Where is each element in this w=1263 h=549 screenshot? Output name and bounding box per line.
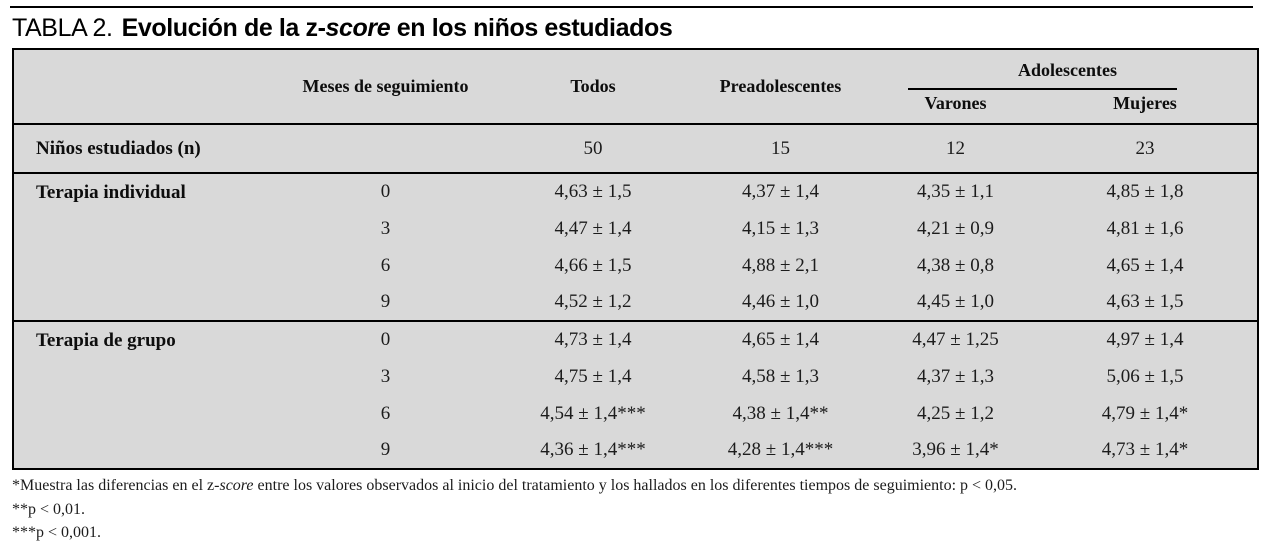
cell-meses: 6	[380, 402, 391, 424]
col-header-meses: Meses de seguimiento	[302, 76, 469, 96]
footnote-3: ***p < 0,001.	[12, 524, 102, 541]
cell-todos: 4,63 ± 1,5	[554, 181, 632, 202]
header-row-sub: Varones Mujeres	[13, 91, 1258, 124]
col-header-todos: Todos	[570, 76, 616, 96]
cell-todos: 4,47 ± 1,4	[554, 217, 632, 239]
cell-mujeres: 4,73 ± 1,4*	[1101, 439, 1189, 460]
table-number-label: TABLA 2.	[12, 14, 113, 42]
cell-varones: 4,47 ± 1,25	[912, 329, 999, 350]
col-header-adolescentes: Adolescentes	[878, 49, 1258, 91]
table-row: 9 4,36 ± 1,4*** 4,28 ± 1,4*** 3,96 ± 1,4…	[13, 432, 1258, 469]
cell-preadolescentes: 4,88 ± 2,1	[742, 254, 819, 276]
col-header-varones: Varones	[924, 93, 987, 113]
cell-meses: 6	[380, 254, 391, 276]
cell-preadolescentes: 15	[771, 137, 790, 159]
table-body: Niños estudiados (n) 50 15 12 23 Terapia…	[13, 124, 1258, 469]
cell-varones: 4,21 ± 0,9	[917, 217, 994, 239]
table-row: Terapia individual 0 4,63 ± 1,5 4,37 ± 1…	[13, 173, 1258, 210]
table-row: Terapia de grupo 0 4,73 ± 1,4 4,65 ± 1,4…	[13, 321, 1258, 358]
table-caption: Evolución de la z-score en los niños est…	[121, 14, 673, 42]
cell-preadolescentes: 4,28 ± 1,4***	[727, 439, 834, 460]
cell-varones: 4,35 ± 1,1	[917, 181, 994, 202]
cell-todos: 4,54 ± 1,4***	[540, 402, 646, 424]
table-row: 9 4,52 ± 1,2 4,46 ± 1,0 4,45 ± 1,0 4,63 …	[13, 284, 1258, 321]
table-header: Meses de seguimiento Todos Preadolescent…	[13, 49, 1258, 124]
adolescentes-underline	[908, 88, 1177, 90]
cell-meses: 9	[380, 291, 391, 312]
table-row: 6 4,66 ± 1,5 4,88 ± 2,1 4,38 ± 0,8 4,65 …	[13, 247, 1258, 284]
header-empty-cell	[13, 49, 268, 124]
cell-mujeres: 4,65 ± 1,4	[1106, 254, 1184, 276]
footnote-2: **p < 0,01.	[12, 500, 86, 518]
cell-mujeres: 4,81 ± 1,6	[1106, 217, 1184, 239]
table-title: TABLA 2. Evolución de la z-score en los n…	[12, 14, 673, 43]
cell-preadolescentes: 4,38 ± 1,4**	[732, 402, 829, 424]
col-header-mujeres: Mujeres	[1113, 93, 1177, 113]
cell-meses: 0	[380, 329, 391, 350]
cell-meses: 3	[380, 365, 391, 387]
cell-preadolescentes: 4,65 ± 1,4	[742, 329, 819, 350]
cell-todos: 50	[583, 137, 603, 159]
adolescentes-label: Adolescentes	[1018, 60, 1117, 80]
row-label: Niños estudiados (n)	[36, 137, 201, 159]
table-wrapper: Meses de seguimiento Todos Preadolescent…	[12, 48, 1259, 470]
cell-mujeres: 4,97 ± 1,4	[1106, 329, 1184, 350]
cell-preadolescentes: 4,37 ± 1,4	[742, 181, 819, 202]
cell-todos: 4,52 ± 1,2	[554, 291, 632, 312]
top-rule	[10, 6, 1253, 8]
cell-mujeres: 4,79 ± 1,4*	[1101, 402, 1189, 424]
cell-mujeres: 4,63 ± 1,5	[1106, 291, 1184, 312]
cell-varones: 3,96 ± 1,4*	[912, 439, 999, 460]
table-row: 3 4,47 ± 1,4 4,15 ± 1,3 4,21 ± 0,9 4,81 …	[13, 210, 1258, 247]
cell-todos: 4,73 ± 1,4	[554, 329, 632, 350]
table-row-n: Niños estudiados (n) 50 15 12 23	[13, 124, 1258, 173]
cell-preadolescentes: 4,15 ± 1,3	[742, 217, 819, 239]
cell-todos: 4,36 ± 1,4***	[540, 439, 646, 460]
footnotes: *Muestra las diferencias en el z-score e…	[12, 474, 1257, 545]
header-row-top: Meses de seguimiento Todos Preadolescent…	[13, 49, 1258, 96]
section-label-terapia-de-grupo: Terapia de grupo	[36, 330, 176, 351]
cell-varones: 4,25 ± 1,2	[917, 402, 994, 424]
data-table: Meses de seguimiento Todos Preadolescent…	[12, 48, 1259, 470]
cell-preadolescentes: 4,46 ± 1,0	[742, 291, 819, 312]
cell-meses: 3	[380, 217, 391, 239]
col-header-preadolescentes: Preadolescentes	[719, 76, 842, 96]
cell-varones: 4,38 ± 0,8	[917, 254, 994, 276]
cell-preadolescentes: 4,58 ± 1,3	[742, 365, 819, 387]
cell-mujeres: 4,85 ± 1,8	[1106, 181, 1184, 202]
cell-varones: 4,37 ± 1,3	[917, 365, 994, 387]
cell-meses	[268, 124, 503, 173]
cell-todos: 4,66 ± 1,5	[554, 254, 632, 276]
table-row: 6 4,54 ± 1,4*** 4,38 ± 1,4** 4,25 ± 1,2 …	[13, 395, 1258, 432]
cell-todos: 4,75 ± 1,4	[554, 365, 632, 387]
cell-varones: 12	[946, 137, 965, 159]
cell-meses: 9	[380, 439, 391, 460]
footnote-1: *Muestra las diferencias en el z-score e…	[12, 477, 1018, 494]
cell-mujeres: 5,06 ± 1,5	[1106, 365, 1184, 387]
table-row: 3 4,75 ± 1,4 4,58 ± 1,3 4,37 ± 1,3 5,06 …	[13, 358, 1258, 395]
cell-meses: 0	[380, 181, 391, 202]
cell-varones: 4,45 ± 1,0	[917, 291, 994, 312]
cell-mujeres: 23	[1135, 137, 1155, 159]
section-label-terapia-individual: Terapia individual	[36, 182, 186, 203]
